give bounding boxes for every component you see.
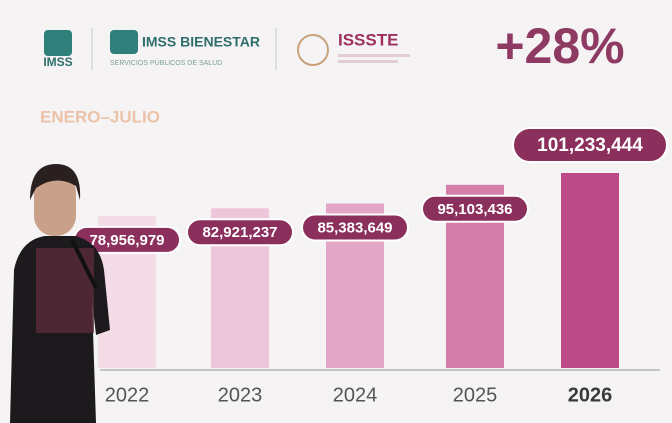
logo-issste: ISSSTE	[338, 30, 398, 49]
speaker	[10, 164, 110, 423]
x-tick-label: 2025	[453, 384, 498, 406]
x-tick-label: 2026	[568, 384, 613, 406]
logo-line	[338, 60, 398, 63]
imss-bienestar-icon	[110, 30, 138, 54]
value-label-pill	[186, 218, 294, 247]
subtitle: ENERO–JULIO	[40, 107, 160, 126]
value-label-pill	[301, 213, 409, 242]
logo-imss-bienestar: IMSS BIENESTAR	[142, 34, 260, 50]
logo-imss: IMSS	[43, 55, 72, 69]
x-tick-label: 2022	[105, 384, 150, 406]
speaker-hair	[30, 164, 81, 200]
value-label: 95,103,436	[437, 201, 512, 218]
value-label: 101,233,444	[537, 135, 643, 156]
x-tick-label: 2023	[218, 384, 263, 406]
value-label-pill	[421, 194, 529, 223]
value-label-pill	[512, 127, 668, 163]
value-label: 82,921,237	[202, 224, 277, 241]
headline: +28%	[495, 18, 624, 74]
logo-tagline: SERVICIOS PÚBLICOS DE SALUD	[110, 58, 222, 67]
microphone	[70, 239, 98, 289]
value-label: 78,956,979	[89, 232, 164, 249]
imss-icon	[44, 30, 72, 56]
bar	[561, 173, 619, 368]
issste-icon	[297, 34, 329, 66]
speaker-head	[34, 172, 76, 236]
speaker-blouse	[36, 248, 94, 333]
x-tick-label: 2024	[333, 384, 378, 406]
value-label: 85,383,649	[317, 219, 392, 236]
bars: 78,956,979 2022 82,921,237 2023 85,383,649 20…	[73, 127, 668, 406]
logo-line	[338, 54, 410, 57]
